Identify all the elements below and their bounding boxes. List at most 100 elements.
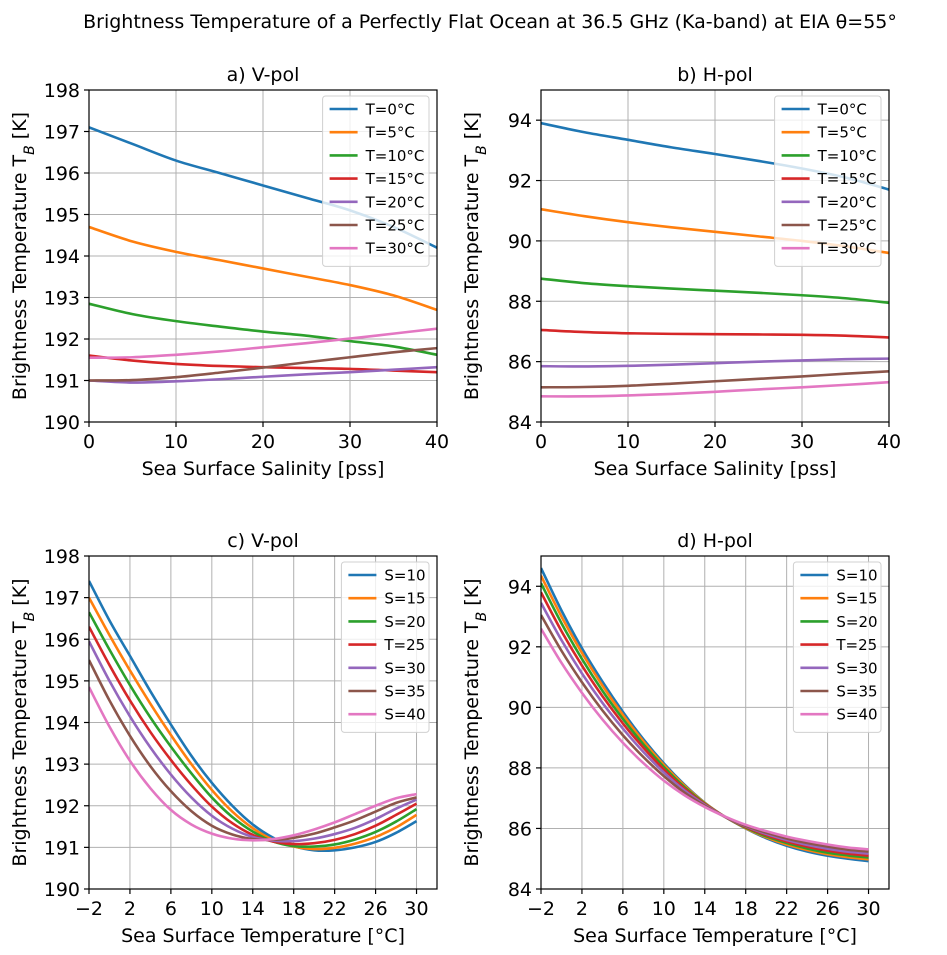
- x-axis-label: Sea Surface Salinity [pss]: [142, 458, 385, 480]
- panel-title: b) H-pol: [677, 64, 753, 86]
- y-tick-label: 86: [508, 818, 532, 840]
- series-lines: [89, 580, 418, 853]
- panel-title: c) V-pol: [227, 530, 299, 552]
- legend-label: S=20: [384, 613, 425, 631]
- panels-group: 0 10 20 30 40 190 191 192 193 194 195 196 197 198 a) V…: [9, 64, 901, 947]
- legend-label: S=30: [836, 659, 877, 677]
- x-tick-label: 26: [815, 898, 839, 920]
- legend: T=0°C T=5°C T=10°C T=15°C T=20°C T=25°C T=30°C: [774, 95, 882, 267]
- x-tick-label: 10: [164, 431, 188, 453]
- x-tick-label: 30: [856, 898, 880, 920]
- x-tick-label: 22: [775, 898, 799, 920]
- legend-label: T=0°C: [365, 101, 415, 119]
- y-axis-label: Brightness Temperature TB [K]: [461, 578, 490, 866]
- y-tick-label: 195: [44, 671, 80, 693]
- legend-label: T=25°C: [365, 217, 425, 235]
- series-line-s-40: [89, 686, 417, 842]
- legend: S=10 S=15 S=20 T=25 S=30 S=35 S=40: [792, 561, 882, 733]
- legend-label: T=5°C: [365, 124, 415, 142]
- legend-label: T=25: [835, 636, 877, 654]
- series-lines: [89, 126, 437, 384]
- y-tick-label: 94: [508, 110, 532, 132]
- y-tick-label: 197: [44, 588, 80, 610]
- legend-label: S=10: [384, 567, 425, 585]
- series-line-t-5-c: [89, 225, 437, 312]
- legend-label: S=35: [384, 683, 425, 701]
- x-tick-label: 6: [165, 898, 177, 920]
- x-tick-label: −2: [75, 898, 103, 920]
- figure-title: Brightness Temperature of a Perfectly Fl…: [83, 11, 897, 33]
- x-tick-label: 14: [693, 898, 717, 920]
- x-tick-label: 20: [703, 431, 727, 453]
- legend-label: S=10: [836, 567, 877, 585]
- x-tick-label: 30: [338, 431, 362, 453]
- legend-label: S=40: [384, 706, 425, 724]
- y-tick-label: 197: [44, 122, 80, 144]
- series-line-t-20-c: [541, 357, 889, 368]
- legend-label: T=15°C: [365, 170, 425, 188]
- y-tick-label: 194: [44, 246, 80, 268]
- series-line-t-25: [89, 626, 418, 846]
- x-tick-label: 10: [200, 898, 224, 920]
- y-tick-label: 84: [508, 412, 532, 434]
- y-tick-label: 195: [44, 205, 80, 227]
- x-axis-label: Sea Surface Salinity [pss]: [594, 458, 837, 480]
- legend: T=0°C T=5°C T=10°C T=15°C T=20°C T=25°C T=30°C: [322, 95, 430, 267]
- y-tick-label: 198: [44, 546, 80, 568]
- y-tick-label: 193: [44, 288, 80, 310]
- legend-label: T=20°C: [817, 193, 877, 211]
- y-tick-label: 193: [44, 754, 80, 776]
- series-line-t-30-c: [89, 327, 437, 359]
- series-lines: [541, 567, 869, 863]
- panel-1: 0 10 20 30 40 84 86 88 90 92 94 b) H-pol Sea Surface…: [461, 64, 901, 480]
- x-tick-label: 22: [323, 898, 347, 920]
- y-tick-label: 94: [508, 576, 532, 598]
- legend-label: T=25: [383, 636, 425, 654]
- y-tick-label: 191: [44, 837, 80, 859]
- x-axis-label: Sea Surface Temperature [°C]: [573, 925, 857, 947]
- legend-label: T=0°C: [817, 101, 867, 119]
- series-line-t-15-c: [541, 328, 889, 339]
- x-tick-label: 10: [652, 898, 676, 920]
- y-tick-label: 88: [508, 758, 532, 780]
- series-line-t-25-c: [541, 369, 889, 389]
- y-tick-label: 190: [44, 879, 80, 901]
- panel-title: d) H-pol: [677, 530, 753, 552]
- x-tick-label: 20: [251, 431, 275, 453]
- panel-0: 0 10 20 30 40 190 191 192 193 194 195 196 197 198 a) V…: [9, 64, 449, 480]
- x-tick-label: 18: [734, 898, 758, 920]
- x-tick-label: 26: [363, 898, 387, 920]
- y-tick-label: 90: [508, 231, 532, 253]
- y-tick-label: 88: [508, 291, 532, 313]
- series-line-s-10: [89, 580, 418, 853]
- legend-label: T=25°C: [817, 217, 877, 235]
- x-tick-label: 10: [616, 431, 640, 453]
- x-tick-label: 30: [790, 431, 814, 453]
- legend-label: T=30°C: [817, 240, 877, 258]
- legend-label: S=20: [836, 613, 877, 631]
- legend-label: S=30: [384, 659, 425, 677]
- series-line-s-20: [89, 611, 418, 849]
- x-tick-label: 0: [83, 431, 95, 453]
- series-line-t-30-c: [541, 380, 889, 398]
- panel-title: a) V-pol: [227, 64, 300, 86]
- x-tick-label: 40: [425, 431, 449, 453]
- x-tick-label: 30: [404, 898, 428, 920]
- legend-label: T=10°C: [365, 147, 425, 165]
- x-tick-label: 2: [576, 898, 588, 920]
- y-axis-label: Brightness Temperature TB [K]: [9, 578, 38, 866]
- y-tick-label: 92: [508, 637, 532, 659]
- legend: S=10 S=15 S=20 T=25 S=30 S=35 S=40: [340, 561, 430, 733]
- y-tick-label: 196: [44, 629, 80, 651]
- legend-label: S=15: [384, 590, 425, 608]
- y-tick-label: 194: [44, 713, 80, 735]
- x-tick-label: 18: [282, 898, 306, 920]
- y-tick-label: 192: [44, 329, 80, 351]
- x-axis-label: Sea Surface Temperature [°C]: [121, 925, 405, 947]
- y-tick-label: 86: [508, 352, 532, 374]
- legend-label: T=10°C: [817, 147, 877, 165]
- y-tick-label: 192: [44, 796, 80, 818]
- x-tick-label: 6: [617, 898, 629, 920]
- x-tick-label: 40: [877, 431, 901, 453]
- legend-label: S=35: [836, 683, 877, 701]
